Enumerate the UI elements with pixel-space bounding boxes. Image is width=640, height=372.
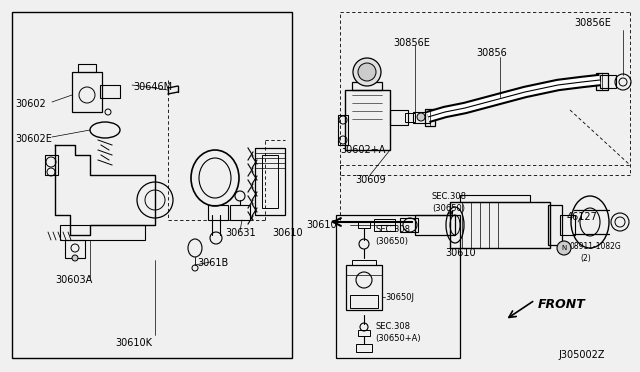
- Text: (2): (2): [580, 254, 591, 263]
- Circle shape: [72, 255, 78, 261]
- Bar: [560, 215, 575, 235]
- Bar: [255, 148, 285, 215]
- Bar: [358, 330, 370, 336]
- Text: FRONT: FRONT: [538, 298, 586, 311]
- Text: (30650): (30650): [375, 237, 408, 246]
- Text: 30856: 30856: [476, 48, 507, 58]
- Bar: [596, 73, 608, 90]
- Bar: [100, 85, 120, 98]
- Text: 30650J: 30650J: [385, 293, 414, 302]
- Bar: [358, 222, 370, 228]
- Bar: [425, 109, 435, 126]
- Bar: [262, 155, 278, 208]
- Bar: [350, 295, 378, 308]
- Bar: [345, 90, 390, 150]
- Bar: [208, 205, 228, 220]
- Bar: [72, 72, 102, 112]
- Text: (30650+A): (30650+A): [375, 334, 420, 343]
- Circle shape: [353, 58, 381, 86]
- Bar: [45, 155, 58, 175]
- Bar: [230, 205, 250, 220]
- Text: 30856E: 30856E: [393, 38, 430, 48]
- Bar: [405, 113, 415, 122]
- Text: (30650): (30650): [432, 204, 465, 213]
- Bar: [600, 75, 616, 88]
- Bar: [374, 219, 395, 231]
- Text: 30610: 30610: [272, 228, 303, 238]
- Text: 30631: 30631: [225, 228, 255, 238]
- Text: 08911-1082G: 08911-1082G: [570, 242, 621, 251]
- Text: SEC.308: SEC.308: [375, 322, 410, 331]
- Text: 30856E: 30856E: [574, 18, 611, 28]
- Bar: [400, 218, 418, 232]
- Bar: [548, 205, 562, 245]
- Text: 30610: 30610: [306, 220, 337, 230]
- Bar: [60, 225, 145, 240]
- Bar: [450, 202, 550, 248]
- Bar: [352, 82, 382, 90]
- Text: 30610K: 30610K: [115, 338, 152, 348]
- Circle shape: [557, 241, 571, 255]
- Text: 30610: 30610: [445, 248, 476, 258]
- Text: 30602: 30602: [15, 99, 45, 109]
- Bar: [352, 260, 376, 265]
- Bar: [336, 215, 460, 358]
- Circle shape: [358, 63, 376, 81]
- Text: 30609: 30609: [355, 175, 386, 185]
- Bar: [415, 215, 455, 235]
- Bar: [413, 112, 430, 123]
- Bar: [65, 240, 85, 258]
- Text: 30602E: 30602E: [15, 134, 52, 144]
- Bar: [338, 115, 348, 145]
- Bar: [356, 344, 372, 352]
- Text: SEC.308: SEC.308: [432, 192, 467, 201]
- Text: SEC.308: SEC.308: [375, 225, 410, 234]
- Circle shape: [417, 113, 425, 121]
- Bar: [78, 64, 96, 72]
- Bar: [346, 265, 382, 310]
- Text: J305002Z: J305002Z: [558, 350, 605, 360]
- Bar: [390, 110, 408, 125]
- Bar: [12, 12, 292, 358]
- Text: N: N: [561, 245, 566, 251]
- Text: 3061B: 3061B: [197, 258, 228, 268]
- Text: 46127: 46127: [567, 212, 598, 222]
- Text: 30646M: 30646M: [133, 82, 172, 92]
- Bar: [460, 195, 530, 202]
- Text: 30603A: 30603A: [55, 275, 92, 285]
- Text: 30602+A: 30602+A: [340, 145, 385, 155]
